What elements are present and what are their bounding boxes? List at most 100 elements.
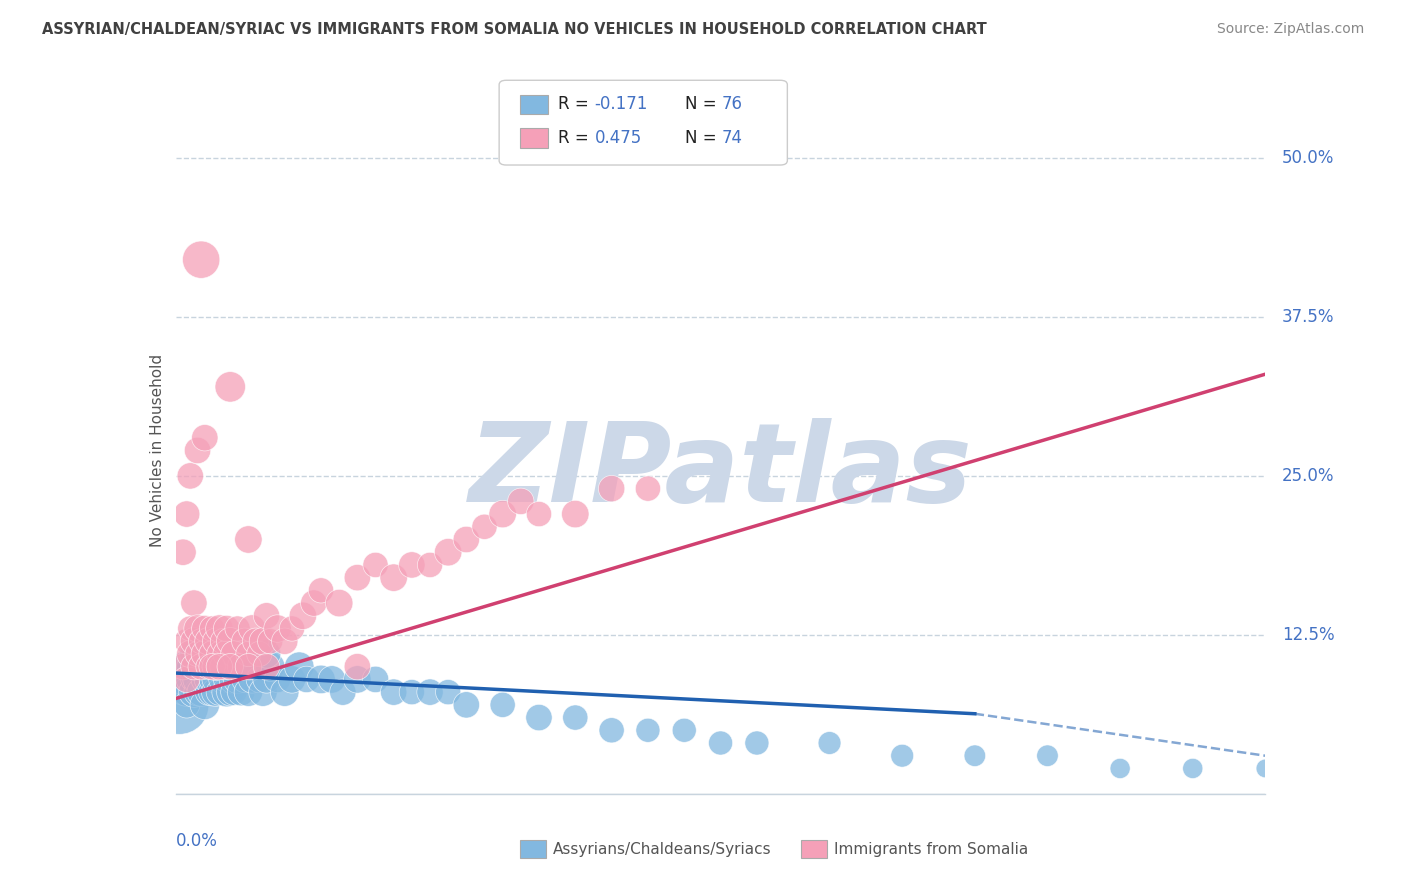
Point xyxy=(179,469,201,483)
Text: -0.171: -0.171 xyxy=(595,95,648,113)
Point xyxy=(194,673,217,687)
Point xyxy=(437,685,460,699)
Point xyxy=(194,698,217,712)
Point xyxy=(240,622,263,636)
Point xyxy=(208,685,231,699)
Point xyxy=(183,659,205,673)
Point xyxy=(291,608,314,623)
Point xyxy=(238,647,260,661)
Point xyxy=(247,647,270,661)
Point xyxy=(259,634,281,648)
Point xyxy=(194,622,217,636)
Point xyxy=(212,673,235,687)
Point xyxy=(364,558,387,572)
Point xyxy=(179,673,201,687)
Point xyxy=(204,685,226,699)
Point xyxy=(179,647,201,661)
Point xyxy=(419,685,441,699)
Text: R =: R = xyxy=(558,95,595,113)
Point xyxy=(190,685,212,699)
Point xyxy=(219,634,242,648)
Point xyxy=(183,647,205,661)
Point xyxy=(190,252,212,267)
Point xyxy=(401,558,423,572)
Point xyxy=(492,698,515,712)
Point xyxy=(194,647,217,661)
Text: Assyrians/Chaldeans/Syriacs: Assyrians/Chaldeans/Syriacs xyxy=(553,842,770,856)
Point xyxy=(172,673,194,687)
Text: R =: R = xyxy=(558,129,595,147)
Point xyxy=(1181,761,1204,775)
Point xyxy=(332,685,354,699)
Point xyxy=(288,659,311,673)
Point xyxy=(222,673,245,687)
Point xyxy=(302,596,325,610)
Text: ZIPatlas: ZIPatlas xyxy=(468,417,973,524)
Point xyxy=(215,673,238,687)
Point xyxy=(818,736,841,750)
Point xyxy=(169,698,191,712)
Text: N =: N = xyxy=(685,95,721,113)
Point xyxy=(346,571,368,585)
Point xyxy=(456,698,478,712)
Point xyxy=(456,533,478,547)
Point xyxy=(231,659,253,673)
Point xyxy=(509,494,531,508)
Point xyxy=(527,507,550,521)
Point xyxy=(564,710,586,724)
Text: N =: N = xyxy=(685,129,721,147)
Point xyxy=(186,443,209,458)
Point xyxy=(401,685,423,699)
Text: 50.0%: 50.0% xyxy=(1282,149,1334,167)
Text: 74: 74 xyxy=(721,129,742,147)
Point xyxy=(295,673,318,687)
Point xyxy=(176,673,198,687)
Text: 37.5%: 37.5% xyxy=(1282,308,1334,326)
Point xyxy=(527,710,550,724)
Point xyxy=(600,723,623,738)
Point xyxy=(176,634,198,648)
Point xyxy=(183,596,205,610)
Point xyxy=(222,647,245,661)
Point xyxy=(219,659,242,673)
Point xyxy=(309,583,332,598)
Point xyxy=(256,608,278,623)
Point xyxy=(176,685,198,699)
Point xyxy=(201,673,224,687)
Point xyxy=(673,723,696,738)
Text: ASSYRIAN/CHALDEAN/SYRIAC VS IMMIGRANTS FROM SOMALIA NO VEHICLES IN HOUSEHOLD COR: ASSYRIAN/CHALDEAN/SYRIAC VS IMMIGRANTS F… xyxy=(42,22,987,37)
Point xyxy=(183,673,205,687)
Point xyxy=(172,545,194,559)
Point xyxy=(309,673,332,687)
Point xyxy=(231,659,253,673)
Point xyxy=(963,748,986,763)
Point xyxy=(346,673,368,687)
Point xyxy=(245,659,267,673)
Point xyxy=(233,634,256,648)
Point xyxy=(215,685,238,699)
Point xyxy=(364,673,387,687)
Text: 25.0%: 25.0% xyxy=(1282,467,1334,485)
Point xyxy=(492,507,515,521)
Point xyxy=(274,685,297,699)
Point xyxy=(183,685,205,699)
Point xyxy=(208,659,231,673)
Point xyxy=(382,571,405,585)
Text: 0.0%: 0.0% xyxy=(176,831,218,850)
Point xyxy=(186,647,209,661)
Point xyxy=(197,685,219,699)
Point xyxy=(564,507,586,521)
Point xyxy=(600,482,623,496)
Point xyxy=(238,533,260,547)
Point xyxy=(231,685,253,699)
Point xyxy=(226,622,249,636)
Point xyxy=(240,673,263,687)
Point xyxy=(266,673,288,687)
Text: 76: 76 xyxy=(721,95,742,113)
Y-axis label: No Vehicles in Household: No Vehicles in Household xyxy=(149,354,165,547)
Point xyxy=(204,673,226,687)
Point xyxy=(201,622,224,636)
Point xyxy=(212,634,235,648)
Point xyxy=(233,673,256,687)
Point xyxy=(190,634,212,648)
